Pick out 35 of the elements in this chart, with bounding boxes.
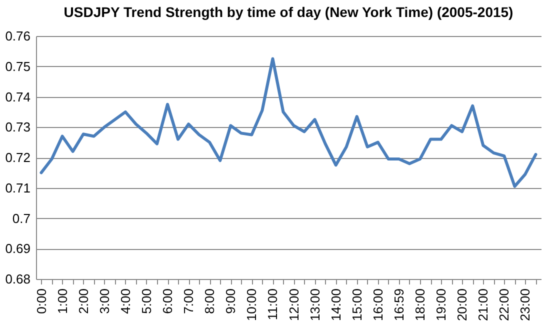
y-tick-label: 0.75	[5, 58, 30, 74]
x-tick-label: 18:00	[412, 288, 428, 322]
x-tick-label: 8:00	[202, 288, 218, 314]
x-tick-label: 0:00	[34, 288, 49, 314]
line-series	[40, 57, 538, 188]
x-tick-label: 1:00	[54, 288, 70, 314]
x-tick-label: 12:00	[286, 288, 302, 322]
x-tick-label: 15:00	[349, 288, 364, 322]
x-tick-label: 21:00	[476, 288, 491, 322]
x-tick-label: 20:00	[454, 288, 470, 322]
x-tick-label: 4:00	[118, 288, 133, 314]
x-tick-label: 16:00	[370, 288, 386, 322]
x-tick-label: 13:00	[307, 288, 322, 322]
y-tick-label: 0.74	[5, 89, 30, 104]
x-tick-label: 11:00	[265, 288, 280, 320]
x-tick-label: 5:00	[138, 288, 154, 314]
x-tick-label: 2:00	[76, 288, 91, 314]
x-tick-label: 16:59	[391, 288, 406, 322]
y-tick-label: 0.73	[5, 120, 30, 135]
y-tick-label: 0.72	[5, 150, 30, 165]
x-tick-label: 9:00	[223, 288, 238, 314]
x-tick-label: 7:00	[181, 288, 196, 314]
x-tick-label: 14:00	[328, 288, 344, 322]
y-tick-label: 0.68	[5, 272, 30, 286]
x-tick-label: 23:00	[518, 288, 533, 322]
x-tick-label: 10:00	[244, 288, 260, 322]
x-tick-label: 6:00	[160, 288, 176, 314]
y-tick-label: 0.71	[5, 180, 30, 196]
y-tick-label: 0.76	[5, 28, 30, 44]
x-tick-label: 19:00	[434, 288, 449, 322]
y-tick-label: 0.69	[5, 241, 30, 256]
x-tick-label: 22:00	[496, 288, 512, 322]
x-tick-label: 3:00	[96, 288, 112, 314]
chart-title: USDJPY Trend Strength by time of day (New York Time) (2005-2015)	[64, 4, 514, 20]
y-tick-label: 0.7	[12, 210, 30, 226]
